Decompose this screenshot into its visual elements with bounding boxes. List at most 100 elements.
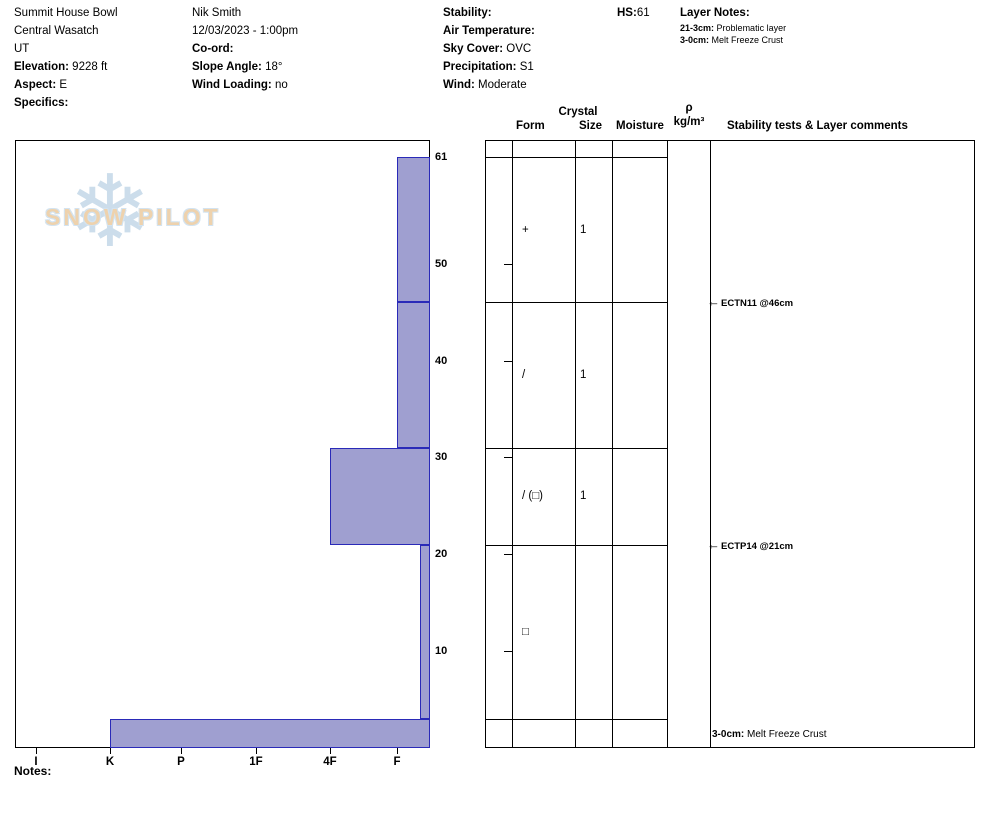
snowpilot-logo: ❄ SNOW PILOT [40,158,220,278]
hardness-tick [181,748,182,754]
header-observer-column: Nik Smith 12/03/2023 - 1:00pm Co-ord: Sl… [192,4,298,94]
specifics-label: Specifics: [14,97,69,109]
left-arrow-icon: ← [707,536,720,552]
density-symbol-header: ρ [685,102,693,114]
stability-test-label: ECTN11 @46cm [721,298,794,310]
depth-tick [504,651,512,653]
site-name: Summit House Bowl [14,7,118,19]
wind-loading-value: no [274,79,288,91]
depth-tick-label: 30 [435,451,448,464]
layer-boundary-line [485,157,667,158]
elevation-value: 9228 ft [72,61,108,73]
observer-name: Nik Smith [192,7,242,19]
sky-cover-line: Sky Cover: OVC [443,40,535,58]
coord-line: Co-ord: [192,40,298,58]
snow-layer-bar [397,157,430,303]
crystal-form: + [522,223,529,236]
hardness-label: 1F [249,756,263,768]
table-rule-moisture-density [667,140,668,748]
hardness-tick [36,748,37,754]
notes-label: Notes: [14,764,52,778]
depth-tick-label: 40 [435,354,448,367]
layer-comment-range: 3-0cm: [712,728,745,740]
aspect-label: Aspect: [14,79,57,91]
hardness-label: 4F [323,756,337,768]
crystal-size: 1 [580,369,587,381]
depth-tick-label: 10 [435,645,448,658]
air-temperature-line: Air Temperature: [443,22,535,40]
logo-text: SNOW PILOT [45,204,221,230]
table-rule-size-moisture [612,140,613,748]
precipitation-label: Precipitation: [443,61,517,73]
crystal-form: / [522,369,526,381]
aspect-value: E [59,79,68,91]
observation-datetime: 12/03/2023 - 1:00pm [192,25,299,37]
precipitation-value: S1 [519,61,534,73]
comments-header: Stability tests & Layer comments [727,120,908,132]
depth-tick [504,554,512,556]
slope-angle-label: Slope Angle: [192,61,262,73]
depth-tick-label: 20 [435,548,448,561]
stability-test-annotation: ←ECTP14 @21cm [707,536,794,553]
depth-tick [504,457,512,459]
hardness-tick [397,748,398,754]
crystal-size: 1 [580,490,587,503]
layer-boundary-line [485,302,667,304]
layer-boundary-line [485,447,667,449]
sky-cover-value: OVC [506,43,532,55]
header-layer-notes-column: Layer Notes: 21-3cm: Problematic layer 3… [680,4,786,46]
table-panel-frame [485,140,975,748]
stability-line: Stability: [443,4,535,22]
hardness-tick [256,748,257,754]
table-rule-form-size [575,140,576,748]
site-state: UT [14,43,30,55]
depth-tick [504,263,512,265]
layer-note-range: 21-3cm: [680,23,715,33]
layer-note-text: Melt Freeze Crust [711,35,784,45]
layer-note-range: 3-0cm: [680,35,710,45]
density-unit-header: kg/m³ [673,116,705,128]
header-site-column: Summit House Bowl Central Wasatch UT Ele… [14,4,118,112]
layer-note: 21-3cm: Problematic layer [680,22,786,34]
hardness-label: I [34,756,38,768]
air-temperature-label: Air Temperature: [443,25,535,37]
header-conditions-column: Stability: Air Temperature: Sky Cover: O… [443,4,535,94]
layer-notes-title-label: Layer Notes: [680,7,750,19]
snowflake-icon: ❄ [68,156,152,268]
site-region: Central Wasatch [14,25,99,37]
stability-test-annotation: ←ECTN11 @46cm [707,294,794,310]
wind-line: Wind: Moderate [443,76,535,94]
crystal-form: □ [522,625,529,638]
layer-notes-title: Layer Notes: [680,4,786,22]
site-elevation: Elevation: 9228 ft [14,58,118,76]
slope-angle-line: Slope Angle: 18° [192,58,298,76]
stability-test-label: ECTP14 @21cm [721,540,794,552]
layer-boundary-line [485,718,667,720]
crystal-header: Crystal [558,106,598,118]
crystal-form: / (□) [522,490,543,503]
snow-layer-bar [330,447,430,545]
elevation-label: Elevation: [14,61,69,73]
left-arrow-icon: ← [707,294,720,310]
snow-layer-bar [110,718,430,748]
layer-note-text: Problematic layer [716,23,787,33]
depth-tick [504,360,512,362]
layer-note: 3-0cm: Melt Freeze Crust [680,34,786,46]
header-hs-column: HS:61 [617,4,650,22]
crystal-size: 1 [580,223,587,236]
hardness-label: K [105,756,115,768]
wind-loading-label: Wind Loading: [192,79,272,91]
slope-angle-value: 18° [265,61,283,73]
sky-cover-label: Sky Cover: [443,43,504,55]
layer-comment-annotation: 3-0cm: Melt Freeze Crust [712,728,827,740]
precipitation-line: Precipitation: S1 [443,58,535,76]
wind-value: Moderate [478,79,527,91]
snow-layer-bar [420,544,430,719]
table-rule-density-comments [710,140,711,748]
hs-line: HS:61 [617,4,650,22]
wind-loading-line: Wind Loading: no [192,76,298,94]
stability-label: Stability: [443,7,492,19]
wind-label: Wind: [443,79,475,91]
hs-value: 61 [636,7,650,19]
table-rule-depth-form [512,140,513,748]
